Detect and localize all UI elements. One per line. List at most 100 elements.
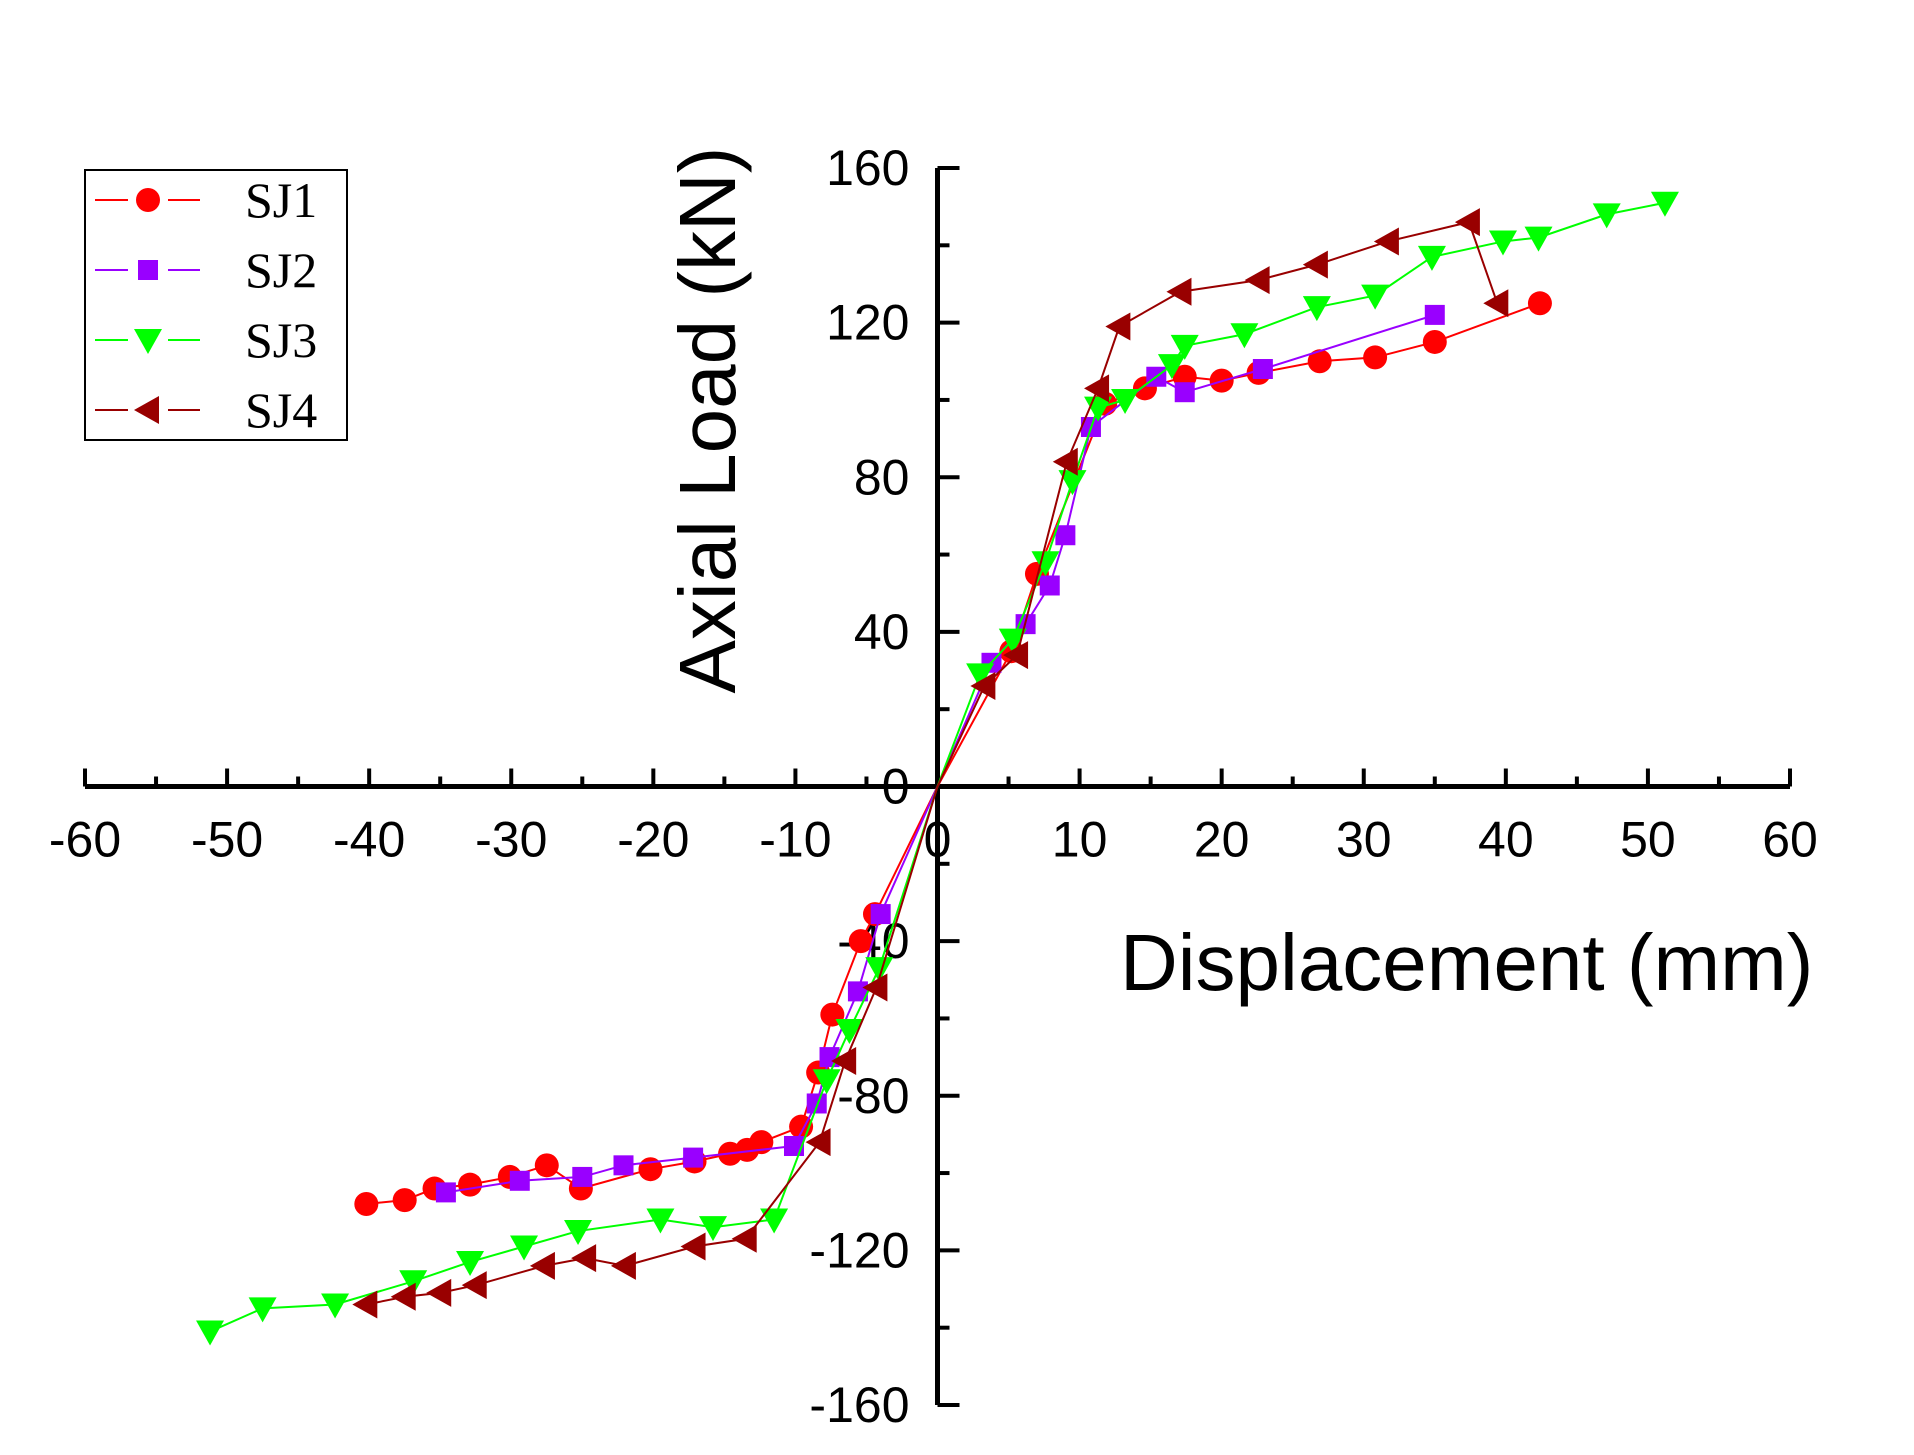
data-point-sj4: [1166, 277, 1192, 306]
data-point-sj4: [529, 1251, 555, 1280]
x-tick-label: -40: [333, 812, 405, 868]
data-point-sj4: [1084, 374, 1110, 403]
legend-item-sj2: SJ2: [95, 242, 317, 298]
data-point-sj4: [426, 1278, 452, 1307]
legend-item-sj4: SJ4: [95, 382, 317, 438]
data-point-sj3: [196, 1320, 225, 1346]
data-point-sj4: [610, 1251, 636, 1280]
data-point-sj1: [1363, 345, 1388, 370]
data-point-sj3: [835, 1019, 864, 1045]
data-point-sj2: [572, 1166, 593, 1187]
data-point-sj3: [1230, 323, 1259, 349]
data-point-sj2: [870, 904, 891, 925]
data-point-sj3: [1302, 296, 1331, 322]
data-point-sj4: [680, 1232, 706, 1261]
data-point-sj1: [848, 929, 873, 954]
data-point-sj4: [970, 671, 996, 700]
data-point-sj2: [683, 1147, 704, 1168]
legend-marker-sj1: [136, 188, 160, 212]
data-point-sj1: [458, 1172, 483, 1197]
data-point-sj1: [1422, 329, 1447, 354]
legend-item-sj3: SJ3: [95, 312, 317, 368]
legend-item-sj1: SJ1: [95, 172, 317, 228]
x-tick-label: -20: [617, 812, 689, 868]
data-point-sj3: [564, 1220, 593, 1246]
data-point-sj3: [1417, 245, 1446, 271]
x-tick-label: 30: [1336, 812, 1392, 868]
x-tick-label: -30: [475, 812, 547, 868]
data-point-sj2: [509, 1170, 530, 1191]
data-point-sj1: [1307, 349, 1332, 374]
data-point-sj4: [1373, 227, 1399, 256]
x-tick-label: 20: [1194, 812, 1250, 868]
data-point-sj3: [1524, 226, 1553, 252]
series-line-sj2: [445, 313, 1436, 1194]
data-point-sj4: [1003, 641, 1029, 670]
data-point-sj3: [812, 1069, 841, 1095]
legend: SJ1 SJ2 SJ3 SJ4: [84, 169, 348, 441]
series-sj4: [352, 208, 1509, 1319]
data-point-sj1: [354, 1191, 379, 1216]
data-point-sj3: [1488, 230, 1517, 256]
data-point-sj3: [646, 1208, 675, 1234]
legend-label: SJ1: [245, 172, 317, 228]
labels-layer: Displacement (mm) Axial Load (kN): [663, 147, 1813, 1007]
x-tick-label: -10: [759, 812, 831, 868]
axes-layer: -60 -50 -40 -30 -20 -10 0 10 20 30 40 50 60 -160 -120 -…: [49, 140, 1818, 1433]
data-point-sj3: [510, 1235, 539, 1261]
y-tick-label: 160: [826, 140, 909, 196]
data-point-sj3: [321, 1293, 350, 1319]
data-point-sj4: [1105, 312, 1131, 341]
y-tick-label: 80: [854, 449, 910, 505]
data-point-sj3: [1650, 191, 1679, 217]
data-point-sj2: [847, 981, 868, 1002]
data-point-sj4: [1483, 289, 1509, 318]
y-axis-title: Axial Load (kN): [663, 147, 752, 694]
data-point-sj3: [248, 1297, 277, 1323]
data-point-sj4: [1302, 250, 1328, 279]
data-point-sj2: [1252, 359, 1273, 380]
y-tick-label: -160: [809, 1377, 909, 1433]
data-point-sj3: [1111, 388, 1140, 414]
data-point-sj4: [805, 1128, 831, 1157]
legend-label: SJ2: [245, 242, 317, 298]
legend-label: SJ4: [245, 382, 317, 438]
series-sj3: [196, 191, 1679, 1346]
series-layer: [196, 191, 1679, 1346]
data-point-sj4: [731, 1224, 757, 1253]
legend-marker-sj2: [138, 260, 158, 280]
data-point-sj3: [998, 628, 1027, 654]
data-point-sj3: [1031, 551, 1060, 577]
x-axis-title: Displacement (mm): [1120, 918, 1813, 1007]
data-point-sj2: [1174, 382, 1195, 403]
data-point-sj3: [699, 1216, 728, 1242]
data-point-sj3: [1170, 334, 1199, 360]
data-point-sj3: [399, 1270, 428, 1296]
legend-label: SJ3: [245, 312, 317, 368]
data-point-sj4: [352, 1290, 378, 1319]
data-point-sj1: [534, 1153, 559, 1178]
y-tick-label: 40: [854, 604, 910, 660]
data-point-sj4: [862, 973, 888, 1002]
data-point-sj4: [831, 1046, 857, 1075]
data-point-sj4: [1244, 266, 1270, 295]
data-point-sj2: [1055, 525, 1076, 546]
data-point-sj3: [456, 1250, 485, 1276]
data-point-sj2: [806, 1093, 827, 1114]
data-point-sj4: [461, 1271, 487, 1300]
data-point-sj4: [571, 1244, 597, 1273]
x-tick-label: 0: [924, 812, 952, 868]
data-point-sj3: [865, 957, 894, 983]
legend-marker-sj3: [134, 329, 162, 354]
y-tick-label: 120: [826, 295, 909, 351]
data-point-sj2: [1424, 304, 1445, 325]
series-line-sj4: [366, 220, 1499, 1306]
x-tick-label: -60: [49, 812, 121, 868]
data-point-sj3: [1058, 470, 1087, 496]
data-point-sj3: [1592, 203, 1621, 229]
x-tick-label: 10: [1052, 812, 1108, 868]
data-point-sj2: [613, 1155, 634, 1176]
data-point-sj3: [1157, 354, 1186, 380]
data-point-sj2: [435, 1182, 456, 1203]
x-tick-label: 50: [1620, 812, 1676, 868]
